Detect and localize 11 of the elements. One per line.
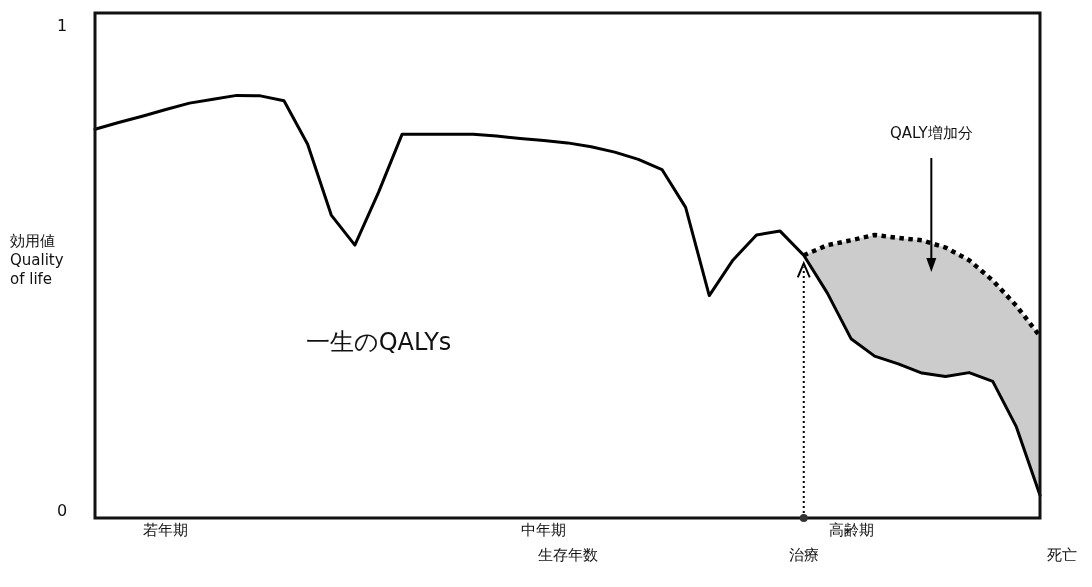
x-axis-title: 生存年数 xyxy=(537,546,598,564)
y-tick-label: 0 xyxy=(56,500,68,520)
x-tick-label: 高齢期 xyxy=(828,521,874,539)
y-axis-title: 効用値 Quality of life xyxy=(10,232,64,288)
text: 死亡 xyxy=(1047,546,1077,564)
annotation: QALY増加分 xyxy=(890,124,973,142)
text: 治療 xyxy=(788,546,819,564)
annotation: 一生のQALYs xyxy=(305,327,452,356)
x-tick-label: 若年期 xyxy=(143,521,189,539)
x-tick-label: 中年期 xyxy=(521,521,567,539)
y-tick-label: 1 xyxy=(56,16,68,36)
